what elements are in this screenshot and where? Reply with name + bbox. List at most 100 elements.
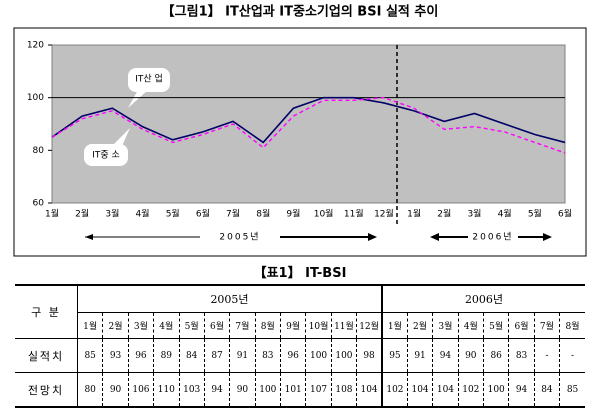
table-cell: 9월 <box>279 312 307 339</box>
table-cell: 90 <box>102 372 129 408</box>
table-row: 전망치 80 90 106 110 103 94 90 100 101 107 108 104 102 10… <box>15 372 585 408</box>
x-tick-label: 9월 <box>286 208 300 220</box>
table-cell: 110 <box>153 372 180 408</box>
table-cell: 3월 <box>127 312 155 339</box>
table-cell: 94 <box>203 372 231 408</box>
table-cell: 5월 <box>482 312 510 339</box>
series-line <box>51 96 566 154</box>
table-cell: 2005년 <box>77 284 383 313</box>
table-cell: 4월 <box>457 312 485 339</box>
table-title: 【표1】 IT-BSI <box>253 266 347 281</box>
x-tick-label: 5월 <box>166 208 180 220</box>
table-cell: 전망치 <box>15 372 78 408</box>
callout <box>84 144 128 166</box>
x-tick-label: 3월 <box>467 208 481 220</box>
series-line <box>51 96 566 144</box>
arrow-head <box>543 233 552 241</box>
table-cell: 6월 <box>508 312 535 339</box>
callout-tail <box>128 90 148 108</box>
table-cell: 7월 <box>533 312 561 339</box>
table-cell: 83 <box>254 338 282 373</box>
x-tick-label: 4월 <box>498 208 512 220</box>
table-cell: 100 <box>330 338 358 373</box>
table-cell: 4월 <box>153 312 180 339</box>
table-cell: 90 <box>229 372 256 408</box>
arrow-head <box>85 234 93 240</box>
y-tick-label: 60 <box>33 199 45 209</box>
y-tick-label: 80 <box>33 146 45 156</box>
x-tick-label: 5월 <box>528 208 542 220</box>
table-cell: 98 <box>356 338 383 373</box>
table-cell: 11월 <box>330 312 358 339</box>
table-cell: 2월 <box>102 312 129 339</box>
arrow-head <box>430 233 439 241</box>
x-tick-label: 4월 <box>136 208 150 220</box>
table-cell: 1월 <box>380 312 408 339</box>
table-cell: 91 <box>229 338 256 373</box>
annotation: 2005년 <box>219 232 260 243</box>
table-cell: 102 <box>457 372 485 408</box>
x-tick-label: 7월 <box>226 208 240 220</box>
table-cell: 107 <box>305 372 332 408</box>
table-row: 1월 2월 3월 4월 5월 6월 7월 8월 9월 10월 11월 12월 1월 2월 3월 4월 5월 6월 7… <box>15 312 585 339</box>
table-cell: 100 <box>482 372 510 408</box>
callout <box>128 68 170 92</box>
table-row: 구 분 2005년 2006년 <box>15 284 585 339</box>
table-cell: 89 <box>153 338 180 373</box>
y-tick-label: 100 <box>27 93 44 103</box>
table-cell: 84 <box>533 372 561 408</box>
table-cell: 106 <box>127 372 155 408</box>
chart: 【그림1】 IT산업과 IT중소기업의 BSI 실적 추이 2005년 2006… <box>13 4 587 257</box>
table-cell: 104 <box>356 372 383 408</box>
legend-label: IT산 업 <box>135 74 163 85</box>
table-cell: 93 <box>102 338 129 373</box>
table-cell: 101 <box>279 372 307 408</box>
x-tick-label: 6월 <box>558 208 572 220</box>
plot-area <box>51 44 566 204</box>
chart-frame <box>13 27 587 257</box>
table-cell: 5월 <box>178 312 205 339</box>
table-cell: 104 <box>432 372 459 408</box>
x-tick-label: 1월 <box>407 208 421 220</box>
table-cell: 95 <box>380 338 408 373</box>
table-cell: 3월 <box>432 312 459 339</box>
x-tick-label: 6월 <box>196 208 210 220</box>
table-cell: 94 <box>432 338 459 373</box>
table-cell: 2006년 <box>381 284 585 313</box>
table-cell: 91 <box>406 338 434 373</box>
table-cell: 12월 <box>356 312 383 339</box>
callout-tail <box>112 128 130 146</box>
table-cell: 2월 <box>406 312 434 339</box>
table-cell: 87 <box>203 338 231 373</box>
annotation: 2006년 <box>472 232 513 243</box>
table-cell: 8월 <box>254 312 282 339</box>
table-cell: 1월 <box>76 312 104 339</box>
table-cell: 102 <box>380 372 408 408</box>
table-cell: 96 <box>127 338 155 373</box>
table-cell: 100 <box>305 338 332 373</box>
table-cell: 84 <box>178 338 205 373</box>
table-cell: 104 <box>406 372 434 408</box>
table-cell: - <box>559 338 585 373</box>
table-cell: 94 <box>508 372 535 408</box>
table-cell: 86 <box>482 338 510 373</box>
table-cell: 80 <box>76 372 104 408</box>
table-cell: 108 <box>330 372 358 408</box>
x-tick-label: 2월 <box>437 208 451 220</box>
table-cell: 85 <box>559 372 585 408</box>
y-tick-label: 120 <box>27 41 44 51</box>
x-tick-label: 3월 <box>105 208 119 220</box>
table-cell: 90 <box>457 338 485 373</box>
table-row: 실적치 85 93 96 89 84 87 91 83 96 100 100 98 95 91 94 90 86 8… <box>15 338 585 373</box>
table-cell: 103 <box>178 372 205 408</box>
table-cell: 8월 <box>559 312 585 339</box>
x-tick-label: 8월 <box>256 208 270 220</box>
legend-label: IT중 소 <box>92 150 120 161</box>
table: 구 분 2005년 2006년 1월 2월 3월 4월 5월 6월 7월 8월 9월 10월 11월 12월… <box>15 284 585 408</box>
table-cell: - <box>533 338 561 373</box>
table-cell: 85 <box>76 338 104 373</box>
x-tick-label: 11월 <box>344 208 364 220</box>
x-tick-label: 10월 <box>314 208 334 220</box>
table-cell: 96 <box>279 338 307 373</box>
